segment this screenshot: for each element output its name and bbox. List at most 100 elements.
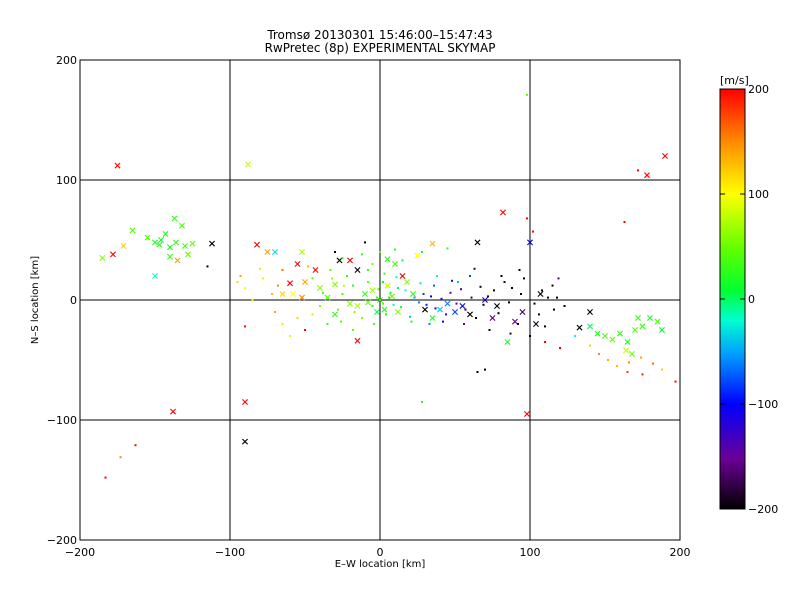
data-point-cross: [629, 351, 635, 357]
data-point-dot: [479, 285, 482, 288]
chart-title: Tromsø 20130301 15:46:00–15:47:43: [266, 28, 492, 42]
data-point-dot: [244, 287, 246, 289]
data-point-dot: [557, 277, 560, 280]
data-point-dot: [589, 344, 591, 347]
data-point-cross: [474, 239, 481, 246]
data-point-cross: [609, 336, 616, 343]
data-point-dot: [544, 341, 546, 343]
data-point-dot: [538, 313, 540, 316]
colorbar-tick-label: −100: [748, 398, 778, 411]
data-point-cross: [384, 256, 391, 263]
data-point-dot: [311, 313, 314, 316]
data-point-cross: [171, 215, 178, 222]
data-point-cross: [182, 243, 188, 249]
data-point-dot: [436, 275, 438, 277]
data-point-cross: [209, 240, 215, 247]
colorbar-tick-label: −200: [748, 503, 778, 516]
data-point-dot: [388, 296, 390, 299]
data-point-dot: [541, 289, 543, 292]
data-point-cross: [302, 279, 308, 285]
data-point-dot: [422, 293, 425, 295]
data-point-cross: [336, 257, 343, 264]
data-point-dot: [395, 276, 398, 279]
data-point-dot: [307, 265, 309, 268]
y-tick-label: 0: [70, 294, 77, 307]
data-point-dot: [637, 169, 639, 172]
data-point-cross: [290, 291, 296, 297]
data-point-dot: [341, 257, 344, 259]
data-point-dot: [469, 275, 471, 277]
data-point-dot: [574, 335, 576, 337]
data-point-dot: [598, 353, 600, 355]
data-point-cross: [410, 291, 416, 297]
data-point-cross: [624, 339, 631, 345]
x-axis-label: E–W location [km]: [335, 559, 426, 570]
data-point-cross: [99, 255, 106, 261]
data-point-dot: [379, 251, 381, 253]
data-point-dot: [337, 308, 339, 311]
data-point-cross: [654, 318, 661, 325]
data-point-dot: [533, 302, 536, 305]
data-point-cross: [444, 300, 451, 307]
data-point-cross: [152, 273, 158, 279]
data-point-dot: [473, 267, 476, 270]
data-point-dot: [451, 279, 453, 282]
data-point-dot: [367, 281, 369, 283]
data-point-cross: [173, 239, 179, 246]
data-point-dot: [449, 291, 452, 294]
data-point-cross: [587, 309, 593, 315]
data-point-dot: [518, 269, 521, 271]
data-point-dot: [382, 281, 384, 283]
data-point-dot: [488, 329, 491, 331]
data-point-cross: [647, 315, 653, 321]
colorbar-tick-label: 200: [748, 83, 769, 96]
data-point-dot: [119, 456, 122, 459]
data-point-cross: [374, 309, 380, 315]
data-point-dot: [446, 247, 449, 250]
data-point-dot: [341, 293, 344, 295]
data-point-dot: [271, 293, 273, 295]
data-point-dot: [281, 323, 284, 325]
data-point-dot: [497, 312, 500, 315]
data-point-cross: [389, 293, 395, 300]
data-point-cross: [594, 330, 601, 337]
chart-subtitle: RwPretec (8p) EXPERIMENTAL SKYMAP: [265, 41, 496, 55]
data-point-dot: [442, 320, 444, 323]
data-point-dot: [289, 335, 291, 337]
data-point-cross: [354, 303, 361, 309]
data-point-cross: [662, 153, 668, 159]
data-point-dot: [394, 248, 396, 251]
data-point-cross: [587, 323, 593, 330]
data-point-dot: [392, 303, 395, 306]
data-point-cross: [422, 306, 428, 313]
data-point-cross: [467, 311, 473, 318]
data-point-dot: [607, 359, 609, 361]
data-point-cross: [519, 309, 526, 315]
data-point-cross: [362, 291, 368, 297]
data-point-cross: [537, 291, 544, 297]
y-tick-label: 100: [56, 174, 77, 187]
data-point-cross: [312, 267, 319, 273]
colorbar-label: [m/s]: [720, 74, 749, 87]
data-point-dot: [556, 296, 558, 299]
data-point-cross: [354, 337, 361, 344]
y-tick-label: −200: [47, 534, 77, 547]
data-point-cross: [264, 249, 271, 255]
data-point-dot: [553, 308, 555, 311]
data-point-dot: [346, 275, 348, 277]
data-point-dot: [311, 277, 314, 280]
data-point-cross: [174, 257, 181, 264]
data-point-dot: [367, 269, 369, 271]
data-point-cross: [167, 244, 173, 251]
data-point-cross: [365, 299, 371, 306]
data-point-dot: [409, 315, 411, 318]
data-point-cross: [384, 282, 391, 289]
data-point-dot: [464, 308, 467, 311]
data-point-cross: [317, 285, 323, 291]
data-point-dot: [529, 335, 531, 337]
x-tick-label: 0: [377, 546, 384, 559]
data-point-cross: [242, 438, 248, 445]
data-point-dot: [364, 241, 366, 244]
data-point-cross: [644, 172, 650, 179]
data-point-cross: [659, 327, 665, 333]
